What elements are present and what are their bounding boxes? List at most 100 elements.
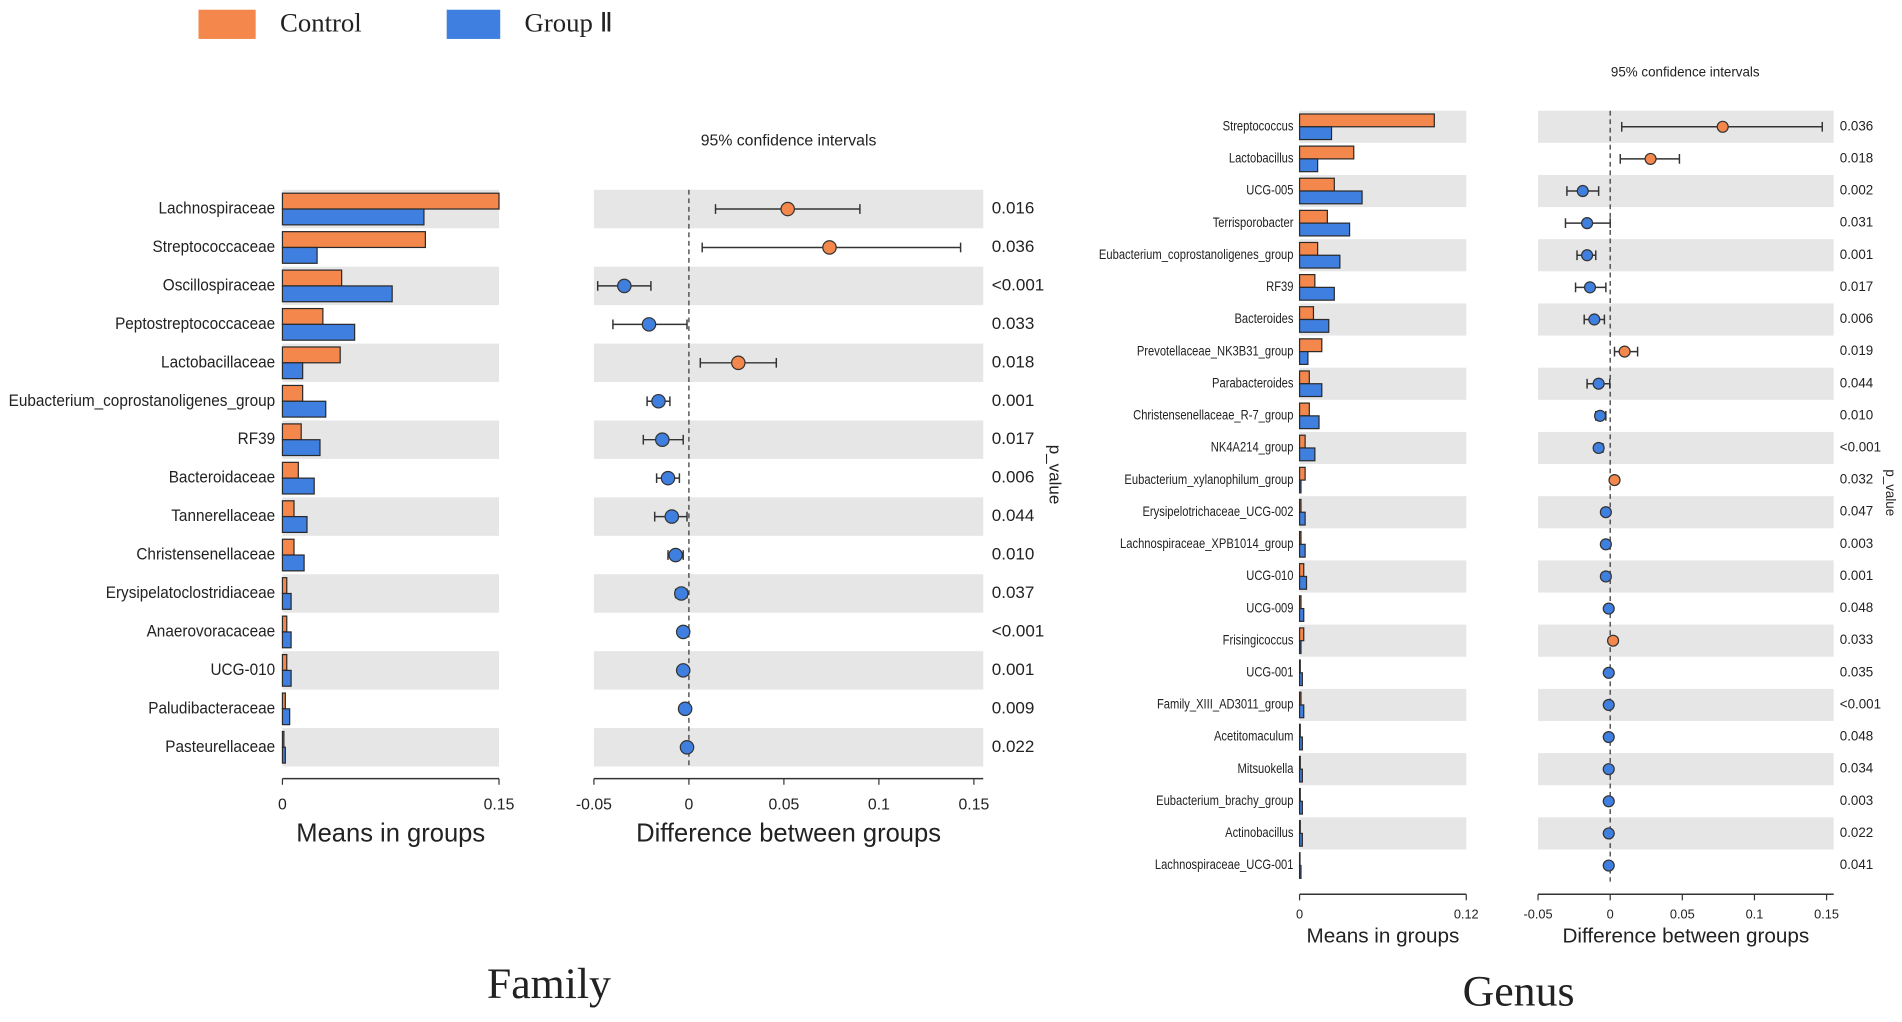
- row-stripe: [1538, 496, 1834, 529]
- mean-bar: [1298, 691, 1302, 706]
- difference-dot: [655, 432, 670, 448]
- category-label: UCG-010: [210, 660, 275, 679]
- mean-bar: [1298, 126, 1333, 141]
- mean-bar: [1298, 402, 1310, 417]
- mean-bar: [1298, 530, 1302, 545]
- mean-bar: [281, 692, 286, 710]
- x-tick-label: 0.15: [1814, 906, 1839, 921]
- difference-dot: [731, 355, 746, 371]
- p-value: 0.010: [1840, 407, 1873, 422]
- difference-dot: [660, 470, 676, 486]
- difference-dot: [664, 509, 680, 524]
- row-stripe: [593, 497, 984, 536]
- p-value: 0.033: [992, 314, 1035, 333]
- difference-dot: [1588, 313, 1601, 326]
- x-tick-label: 0: [278, 797, 287, 814]
- row-stripe: [1299, 817, 1467, 850]
- row-stripe: [1538, 688, 1834, 721]
- row-stripe: [1299, 560, 1467, 593]
- ci-title: 95% confidence intervals: [701, 132, 877, 149]
- mean-bar: [1298, 607, 1305, 622]
- mean-bar: [1298, 158, 1319, 173]
- difference-dot: [1602, 763, 1615, 776]
- mean-bar: [1298, 286, 1335, 301]
- row-stripe: [282, 651, 500, 690]
- difference-dot: [674, 586, 689, 601]
- mean-bar: [281, 384, 304, 402]
- row-stripe: [1538, 367, 1834, 400]
- mean-bar: [281, 708, 291, 726]
- mean-bar: [1298, 466, 1306, 481]
- p-value: 0.001: [992, 391, 1035, 410]
- mean-bar: [281, 730, 285, 748]
- mean-bar: [281, 669, 292, 687]
- difference-dot: [1602, 602, 1615, 615]
- category-label: Parabacteroides: [1212, 375, 1293, 390]
- x-tick-label: 0.15: [959, 797, 990, 814]
- p-value: 0.035: [1840, 664, 1873, 679]
- mean-bar: [1298, 434, 1306, 449]
- p-value: 0.018: [1840, 150, 1873, 165]
- category-label: Eubacterium_brachy_group: [1156, 793, 1293, 808]
- p-value: 0.006: [1840, 311, 1873, 326]
- mean-bar: [281, 577, 288, 595]
- category-label: Lachnospiraceae: [158, 199, 275, 218]
- category-label: Streptococcaceae: [153, 237, 276, 256]
- difference-dot: [677, 701, 693, 717]
- mean-bar: [281, 554, 305, 572]
- mean-bar: [281, 285, 393, 303]
- mean-bar: [281, 269, 343, 287]
- p-value: 0.018: [992, 352, 1035, 371]
- mean-bar: [1298, 627, 1305, 642]
- row-stripe: [593, 343, 984, 383]
- chart-title: Family: [487, 960, 611, 1008]
- x-tick-label: 0.15: [484, 797, 515, 814]
- mean-bar: [1298, 318, 1330, 333]
- difference-dot: [675, 663, 691, 678]
- x-tick-label: 0.1: [868, 797, 890, 814]
- row-stripe: [1538, 560, 1834, 593]
- difference-dot: [1581, 217, 1594, 230]
- mean-bar: [1298, 768, 1303, 783]
- p-value: 0.003: [1840, 793, 1873, 808]
- p-value: 0.044: [1840, 375, 1874, 390]
- row-stripe: [1299, 431, 1467, 465]
- difference-dot: [1593, 409, 1607, 422]
- mean-bar: [1298, 832, 1303, 847]
- p-value: 0.048: [1840, 729, 1873, 744]
- p-value: 0.048: [1840, 600, 1873, 615]
- category-label: Frisingicoccus: [1223, 632, 1294, 647]
- difference-dot: [1592, 377, 1605, 390]
- x-tick-label: 0.12: [1454, 906, 1479, 921]
- p-value: 0.032: [1840, 472, 1873, 487]
- mean-bar: [1298, 306, 1315, 321]
- p-value: 0.019: [1840, 343, 1873, 358]
- category-label: Eubacterium_coprostanoligenes_group: [1099, 247, 1294, 262]
- mean-bar: [1298, 640, 1302, 655]
- x-tick-label: 0.05: [1670, 906, 1695, 921]
- category-label: Oscillospiraceae: [163, 276, 275, 295]
- category-label: Bacteroides: [1234, 311, 1293, 326]
- category-label: Prevotellaceae_NK3B31_group: [1137, 343, 1294, 358]
- mean-bar: [1298, 415, 1320, 430]
- category-label: Christensenellaceae_R-7_group: [1133, 407, 1293, 422]
- category-label: Lachnospiraceae_XPB1014_group: [1120, 536, 1293, 551]
- legend-swatch: [446, 9, 501, 39]
- p-value: <0.001: [1840, 440, 1881, 455]
- mean-bar: [281, 423, 302, 441]
- mean-bar: [281, 362, 304, 380]
- ci-title: 95% confidence intervals: [1611, 65, 1760, 80]
- row-stripe: [282, 574, 500, 613]
- mean-bar: [1298, 370, 1310, 385]
- category-label: Tannerellaceae: [171, 506, 275, 525]
- category-label: Actinobacillus: [1225, 825, 1293, 840]
- category-label: RF39: [238, 429, 275, 448]
- p-value: 0.002: [1840, 183, 1873, 198]
- category-label: Mitsuokella: [1238, 761, 1295, 776]
- mean-bar: [1298, 511, 1306, 526]
- row-stripe: [282, 497, 500, 536]
- category-label: Christensenellaceae: [136, 545, 275, 564]
- category-label: UCG-005: [1246, 183, 1293, 198]
- mean-bar: [281, 515, 308, 534]
